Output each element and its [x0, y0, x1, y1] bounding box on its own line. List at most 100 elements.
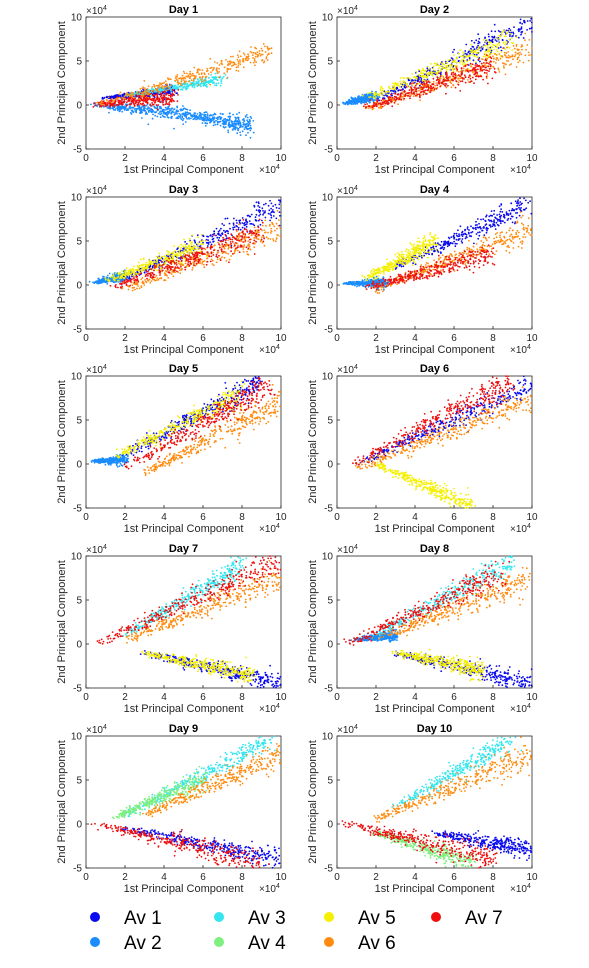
- data-point: [172, 99, 174, 102]
- data-point: [514, 51, 517, 54]
- data-point: [218, 67, 220, 70]
- data-point: [187, 244, 190, 247]
- data-point: [246, 56, 249, 59]
- data-point: [218, 236, 221, 239]
- data-point: [147, 263, 150, 266]
- data-point: [154, 92, 157, 95]
- data-point: [425, 69, 427, 72]
- data-point: [385, 91, 387, 94]
- data-point: [109, 276, 112, 279]
- data-point: [183, 113, 185, 116]
- data-point: [390, 99, 392, 101]
- data-point: [394, 92, 397, 95]
- data-point: [246, 128, 249, 131]
- data-point: [248, 215, 251, 218]
- data-point: [471, 54, 473, 56]
- data-point: [513, 47, 516, 50]
- data-point: [148, 90, 151, 92]
- data-point: [250, 117, 253, 119]
- data-point: [484, 66, 487, 69]
- data-point: [194, 112, 197, 115]
- data-point: [464, 50, 467, 52]
- data-point: [193, 244, 196, 247]
- data-point: [127, 97, 130, 100]
- data-point: [235, 66, 238, 69]
- data-point: [156, 93, 159, 96]
- data-point: [250, 127, 253, 130]
- data-point: [163, 272, 166, 274]
- data-point: [415, 71, 418, 73]
- data-point: [142, 104, 145, 107]
- data-point: [464, 65, 467, 68]
- data-point: [227, 64, 229, 66]
- data-point: [471, 49, 473, 52]
- data-point: [469, 49, 472, 51]
- data-point: [519, 21, 522, 24]
- data-point: [182, 123, 185, 125]
- data-point: [269, 219, 271, 222]
- data-point: [153, 86, 156, 88]
- data-point: [237, 66, 240, 68]
- data-point: [158, 86, 161, 88]
- data-point: [353, 100, 356, 103]
- data-point: [419, 83, 422, 85]
- data-point: [501, 55, 503, 57]
- data-point: [264, 202, 267, 205]
- data-point: [474, 64, 477, 66]
- data-point: [107, 96, 110, 99]
- data-point: [456, 68, 459, 71]
- data-point: [106, 274, 109, 277]
- data-point: [457, 81, 460, 84]
- data-point: [493, 68, 496, 70]
- data-point: [385, 94, 387, 97]
- data-point: [146, 113, 149, 115]
- data-point: [178, 250, 181, 252]
- data-point: [530, 17, 533, 20]
- data-point: [241, 222, 244, 224]
- data-point: [496, 50, 499, 53]
- data-point: [246, 119, 249, 122]
- data-point: [432, 86, 435, 89]
- data-point: [205, 85, 208, 88]
- data-point: [164, 106, 167, 109]
- data-point: [212, 114, 215, 116]
- data-point: [251, 51, 253, 54]
- data-point: [475, 75, 478, 78]
- data-point: [156, 277, 159, 279]
- data-point: [215, 76, 217, 79]
- data-point: [235, 69, 238, 72]
- data-point: [129, 97, 132, 100]
- data-point: [143, 96, 146, 99]
- data-point: [124, 107, 127, 109]
- data-point: [188, 237, 191, 240]
- data-point: [179, 115, 182, 117]
- data-point: [274, 229, 276, 232]
- data-point: [145, 261, 148, 264]
- data-point: [237, 118, 240, 121]
- data-point: [147, 98, 150, 101]
- data-point: [196, 242, 199, 245]
- data-point: [435, 82, 438, 84]
- data-point: [505, 29, 508, 32]
- data-point: [476, 68, 479, 71]
- data-point: [241, 217, 244, 219]
- data-point: [158, 252, 161, 255]
- data-point: [121, 93, 124, 96]
- data-point: [437, 67, 440, 69]
- data-point: [224, 217, 227, 220]
- data-point: [452, 75, 454, 78]
- data-point: [209, 118, 212, 121]
- data-point: [237, 228, 240, 231]
- data-point: [154, 107, 156, 109]
- data-point: [228, 222, 231, 225]
- data-point: [151, 265, 154, 268]
- data-point: [514, 54, 517, 56]
- data-point: [516, 48, 519, 51]
- data-point: [367, 94, 370, 97]
- data-point: [243, 224, 246, 227]
- data-point: [255, 213, 258, 216]
- data-point: [278, 199, 280, 202]
- data-point: [161, 108, 164, 111]
- data-point: [132, 270, 135, 272]
